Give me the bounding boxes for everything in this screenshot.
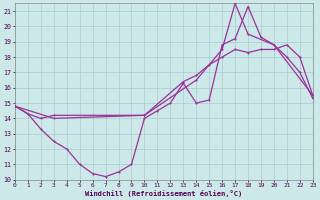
X-axis label: Windchill (Refroidissement éolien,°C): Windchill (Refroidissement éolien,°C) bbox=[85, 190, 243, 197]
